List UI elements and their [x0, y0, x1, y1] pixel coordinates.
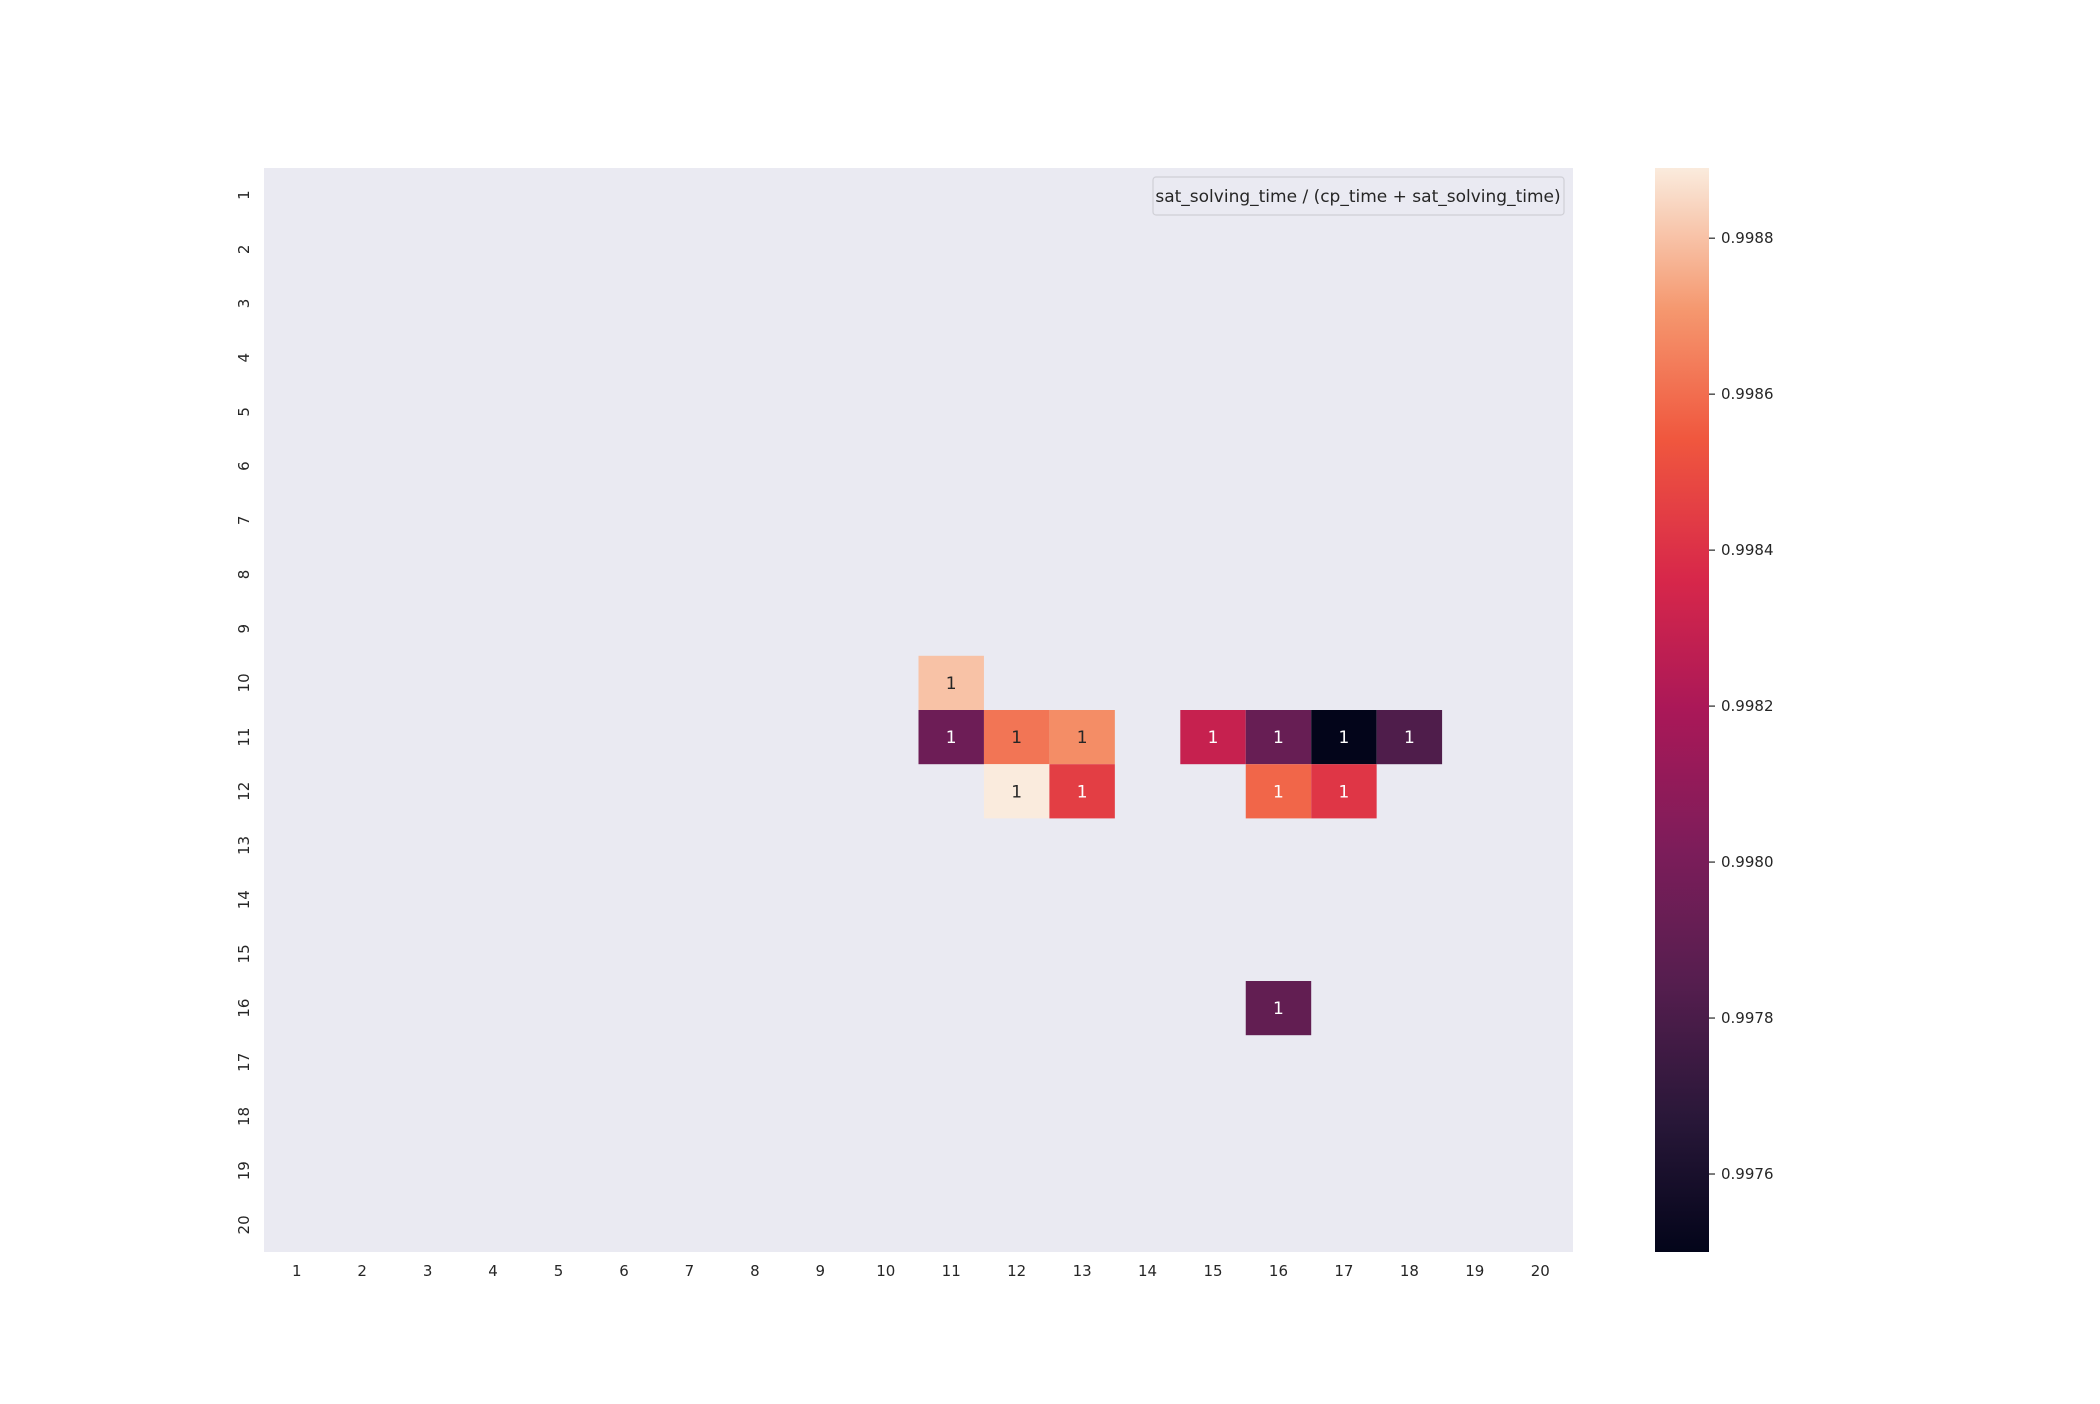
heatmap-cell — [1245, 710, 1312, 765]
cell-annotation: 1 — [946, 728, 957, 748]
x-tick-label: 16 — [1269, 1262, 1288, 1280]
x-tick-label: 18 — [1400, 1262, 1419, 1280]
colorbar-tick-label: 0.9988 — [1721, 229, 1774, 247]
y-tick-label: 5 — [235, 407, 253, 417]
colorbar: 0.9976 0.9978 0.9980 0.9982 0.9984 0.9986 0.99… — [1655, 168, 1774, 1252]
x-tick-label: 4 — [488, 1262, 498, 1280]
colorbar-tick-label: 0.9984 — [1721, 541, 1774, 559]
y-tick-label: 6 — [235, 461, 253, 471]
heatmap-cell — [1376, 710, 1443, 765]
x-tick-label: 17 — [1334, 1262, 1353, 1280]
heatmap-cell — [1311, 764, 1377, 819]
y-tick-label: 14 — [235, 890, 253, 909]
heatmap-cell — [918, 655, 984, 710]
y-tick-label: 1 — [235, 190, 253, 200]
heatmap-cell — [983, 764, 1050, 819]
cell-annotation: 1 — [1404, 728, 1415, 748]
cell-annotation: 1 — [1339, 728, 1350, 748]
colorbar-tick-label: 0.9978 — [1721, 1009, 1774, 1027]
y-tick-label: 11 — [235, 728, 253, 747]
cell-annotation: 1 — [1011, 782, 1022, 802]
colorbar-tick-label: 0.9980 — [1721, 853, 1774, 871]
y-tick-label: 19 — [235, 1161, 253, 1180]
heatmap-cell — [1311, 710, 1377, 765]
legend-label: sat_solving_time / (cp_time + sat_solvin… — [1155, 187, 1560, 207]
x-tick-label: 20 — [1531, 1262, 1550, 1280]
x-tick-label: 12 — [1007, 1262, 1026, 1280]
colorbar-tick-label: 0.9982 — [1721, 697, 1774, 715]
y-tick-label: 15 — [235, 944, 253, 963]
y-tick-label: 3 — [235, 299, 253, 309]
heatmap-cell — [983, 710, 1050, 765]
y-tick-label: 12 — [235, 782, 253, 801]
y-tick-label: 8 — [235, 570, 253, 580]
y-tick-label: 13 — [235, 836, 253, 855]
heatmap-cell — [1245, 764, 1312, 819]
heatmap-cell — [1049, 710, 1115, 765]
y-tick-label: 2 — [235, 245, 253, 255]
y-tick-label: 20 — [235, 1215, 253, 1234]
colorbar-tick-label: 0.9986 — [1721, 385, 1774, 403]
x-tick-label: 10 — [876, 1262, 895, 1280]
colorbar-gradient — [1655, 168, 1709, 1252]
heatmap-cell — [1245, 981, 1312, 1036]
y-tick-label: 17 — [235, 1053, 253, 1072]
x-tick-label: 19 — [1465, 1262, 1484, 1280]
colorbar-tick-label: 0.9976 — [1721, 1165, 1774, 1183]
heatmap-cell — [1049, 764, 1115, 819]
heatmap-cell — [918, 710, 984, 765]
legend-box — [1152, 176, 1565, 216]
legend: sat_solving_time / (cp_time + sat_solvin… — [1152, 176, 1565, 216]
cell-annotation: 1 — [1339, 782, 1350, 802]
cell-annotation: 1 — [1077, 728, 1088, 748]
colorbar-ticks: 0.9976 0.9978 0.9980 0.9982 0.9984 0.9986 0.99… — [1709, 229, 1774, 1183]
y-tick-label: 10 — [235, 673, 253, 692]
cell-annotation: 1 — [1208, 728, 1219, 748]
heatmap-cell — [1180, 710, 1246, 765]
x-tick-label: 1 — [292, 1262, 302, 1280]
cell-annotation: 1 — [1077, 782, 1088, 802]
x-tick-label: 5 — [554, 1262, 564, 1280]
y-tick-label: 4 — [235, 353, 253, 363]
x-tick-label: 3 — [423, 1262, 433, 1280]
x-tick-label: 6 — [619, 1262, 629, 1280]
x-axis-tick-labels: 1 2 3 4 5 6 7 8 9 10 11 12 13 14 15 16 17 18 19 20 — [292, 1262, 1550, 1280]
x-tick-label: 9 — [816, 1262, 826, 1280]
x-tick-label: 13 — [1073, 1262, 1092, 1280]
cell-annotation: 1 — [1273, 999, 1284, 1019]
cell-annotation: 1 — [1273, 782, 1284, 802]
y-tick-label: 7 — [235, 516, 253, 526]
x-tick-label: 2 — [357, 1262, 367, 1280]
y-tick-label: 18 — [235, 1107, 253, 1126]
cell-annotation: 1 — [946, 674, 957, 694]
y-tick-label: 9 — [235, 624, 253, 634]
x-tick-label: 15 — [1203, 1262, 1222, 1280]
cell-annotation: 1 — [1273, 728, 1284, 748]
cell-annotation: 1 — [1011, 728, 1022, 748]
heatmap-cells: 1 1 1 1 1 1 1 1 1 1 1 1 1 — [918, 655, 1443, 1036]
y-tick-label: 16 — [235, 999, 253, 1018]
x-tick-label: 7 — [685, 1262, 695, 1280]
x-tick-label: 11 — [942, 1262, 961, 1280]
x-tick-label: 8 — [750, 1262, 760, 1280]
x-tick-label: 14 — [1138, 1262, 1157, 1280]
